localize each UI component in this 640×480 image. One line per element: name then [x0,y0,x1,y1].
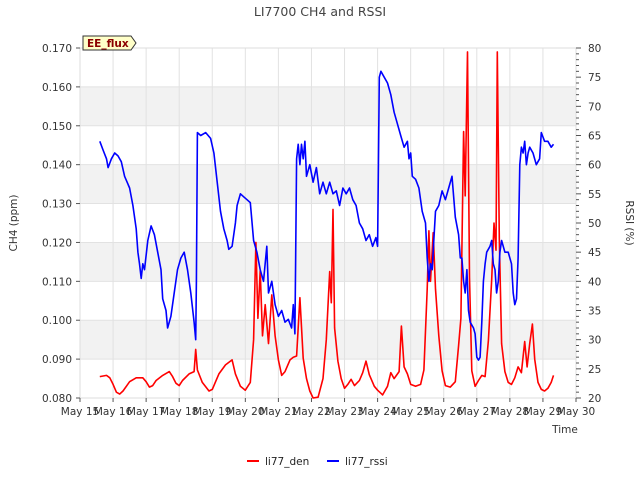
badge-label: EE_flux [87,38,129,50]
y2-tick-label-7: 55 [588,189,601,201]
ee-flux-badge: EE_flux [82,35,137,51]
y2-tick-label-3: 35 [588,306,601,318]
legend: li77_den li77_rssi [247,456,388,468]
y2-tick-label-9: 65 [588,131,601,143]
y-tick-label-1: 0.090 [42,354,72,366]
x-tick-label-9: May 24 [358,406,397,418]
x-tick-label-10: May 25 [391,406,429,418]
y2-tick-label-2: 30 [588,335,601,347]
y-tick-label-4: 0.120 [42,237,72,249]
series-lines [99,51,555,399]
series-line-li77-rssi [99,70,555,361]
y2-axis-title: RSSI (%) [623,200,635,245]
y2-tick-label-4: 40 [588,276,601,288]
y-tick-label-7: 0.150 [42,121,72,133]
x-tick-label-2: May 17 [127,406,165,418]
legend-label-li77-rssi: li77_rssi [345,456,388,468]
x-tick-label-3: May 18 [160,406,198,418]
x-tick-label-11: May 26 [425,406,464,418]
y2-tick-label-0: 20 [588,393,601,405]
x-tick-label-14: May 29 [524,406,562,418]
y-tick-label-3: 0.110 [42,276,72,288]
x-tick-label-0: May 15 [61,406,99,418]
y-tick-label-8: 0.160 [42,82,72,94]
y-axis-right: 20 25 30 35 40 45 50 55 60 65 70 75 80 [576,43,601,405]
x-tick-label-8: May 23 [325,406,363,418]
x-tick-label-6: May 21 [259,406,297,418]
x-tick-label-5: May 20 [226,406,264,418]
x-tick-label-4: May 19 [193,406,231,418]
y-tick-label-2: 0.100 [42,315,72,327]
y-axis-left: 0.080 0.090 0.100 0.110 0.120 0.130 0.140 0.150… [42,43,80,405]
x-tick-label-13: May 28 [491,406,529,418]
x-tick-label-15: May 30 [557,406,595,418]
y2-tick-label-6: 50 [588,218,601,230]
y2-tick-label-8: 60 [588,160,601,172]
y-tick-label-5: 0.130 [42,199,72,211]
x-axis-title: Time [551,424,578,436]
y-axis-title: CH4 (ppm) [8,195,20,252]
y2-tick-label-5: 45 [588,247,601,259]
band-5 [80,164,576,204]
y2-tick-label-10: 70 [588,101,601,113]
band-7 [80,86,576,126]
y2-tick-label-11: 75 [588,72,601,84]
y-tick-label-6: 0.140 [42,160,72,172]
y2-tick-label-12: 80 [588,43,601,55]
legend-label-li77-den: li77_den [265,456,309,468]
band-1 [80,320,576,360]
x-tick-label-7: May 22 [292,406,330,418]
y-tick-label-9: 0.170 [42,43,72,55]
x-tick-label-1: May 16 [94,406,133,418]
y-tick-label-0: 0.080 [42,393,72,405]
y2-tick-label-1: 25 [588,364,601,376]
x-tick-label-12: May 27 [458,406,496,418]
band-3 [80,242,576,282]
badge-shape [82,35,137,51]
chart-title: LI7700 CH4 and RSSI [254,4,386,19]
background-bands [80,86,576,360]
